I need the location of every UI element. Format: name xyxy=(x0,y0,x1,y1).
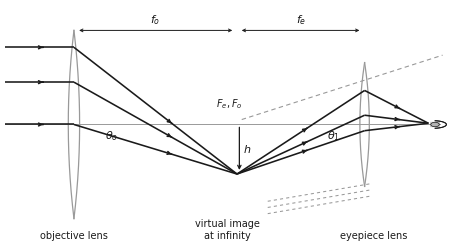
Text: $f_e$: $f_e$ xyxy=(296,13,306,27)
Text: $\theta_o$: $\theta_o$ xyxy=(105,129,118,143)
Text: objective lens: objective lens xyxy=(40,231,108,241)
Ellipse shape xyxy=(431,122,439,127)
Text: $h$: $h$ xyxy=(243,143,251,155)
Text: $\theta_1$: $\theta_1$ xyxy=(327,129,340,143)
Text: eyepiece lens: eyepiece lens xyxy=(340,231,408,241)
Text: $F_e, F_o$: $F_e, F_o$ xyxy=(216,97,242,111)
Text: virtual image
at infinity: virtual image at infinity xyxy=(195,219,260,241)
Text: $f_o$: $f_o$ xyxy=(150,13,161,27)
